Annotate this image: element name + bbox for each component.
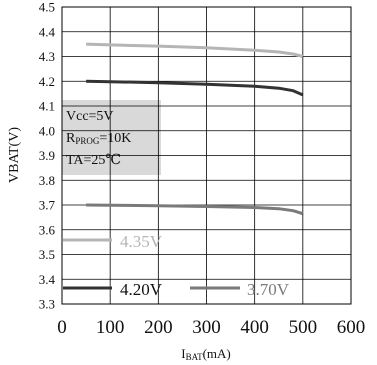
y-tick-label: 4.1 [39, 99, 55, 114]
annotation-text: Vcc=5V RPROG=10K TA=25℃ [66, 109, 131, 168]
y-tick-label: 4.2 [39, 74, 55, 89]
legend-label-4.20v: 4.20V [120, 280, 163, 299]
y-tick-label: 3.6 [39, 222, 56, 237]
annotation-line-vcc: Vcc=5V [66, 109, 114, 124]
y-tick-label: 3.8 [39, 173, 55, 188]
x-tick-label: 300 [192, 317, 221, 338]
x-tick-labels: 0 100 200 300 400 500 600 [57, 317, 365, 338]
series-line-4.35v [86, 42, 304, 58]
y-tick-label: 3.4 [39, 272, 56, 287]
series-line-4.20v [86, 79, 304, 97]
plot-frame [61, 6, 352, 305]
annotation-line-ta: TA=25℃ [66, 153, 121, 168]
x-tick-label: 0 [57, 317, 67, 338]
y-tick-label: 3.3 [39, 297, 55, 312]
x-tick-label: 100 [96, 317, 125, 338]
series-line-3.70v [86, 203, 304, 216]
y-tick-label: 3.5 [39, 247, 55, 262]
y-tick-label: 4.3 [39, 49, 55, 64]
legend-label-4.35v: 4.35V [120, 232, 163, 251]
y-tick-label: 4.0 [39, 123, 55, 138]
y-axis-label: VBAT(V) [7, 127, 22, 183]
legend-label-3.70v: 3.70V [247, 280, 290, 299]
y-tick-label: 3.9 [39, 148, 55, 163]
series-group [86, 42, 304, 216]
x-axis-label: IBAT(mA) [181, 346, 231, 362]
y-tick-label: 3.7 [39, 198, 56, 213]
legend: 4.35V 4.20V 3.70V [63, 232, 290, 299]
x-tick-label: 600 [337, 317, 366, 338]
y-tick-label: 4.4 [39, 24, 56, 39]
y-tick-label: 4.5 [39, 0, 55, 15]
x-tick-label: 200 [144, 317, 173, 338]
annotation-line-rprog: RPROG=10K [66, 131, 131, 146]
annotation-box [62, 100, 161, 175]
x-tick-label: 400 [240, 317, 269, 338]
y-tick-labels: 3.3 3.4 3.5 3.6 3.7 3.8 3.9 4.0 4.1 4.2 4.3 4.4 4.5 [39, 0, 56, 312]
x-tick-label: 500 [289, 317, 318, 338]
